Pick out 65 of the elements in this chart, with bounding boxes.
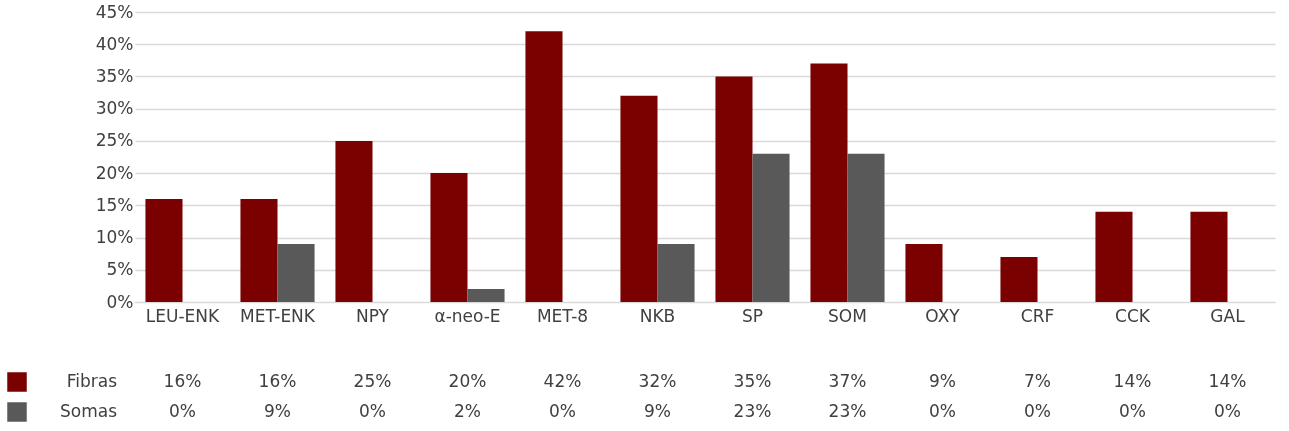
x-tick-label: α-neo-E [434,305,501,326]
text: 20% [448,371,487,391]
text: 37% [828,371,867,391]
text: 14% [1113,371,1152,391]
bar [905,244,943,302]
text: 2% [454,401,481,421]
bar [525,31,563,302]
text: 0% [929,401,956,421]
bar [1190,211,1228,302]
y-tick-label: 25% [95,130,134,151]
text: 35% [733,371,772,391]
bar [620,95,658,302]
text: 32% [638,371,677,391]
text: 42% [543,371,582,391]
y-tick-label: 15% [95,194,134,215]
bar [1095,211,1133,302]
bar [810,63,848,302]
text: 7% [1024,371,1051,391]
x-tick-label: LEU-ENK [145,305,221,326]
y-tick-label: 30% [95,98,134,119]
bar [240,198,278,302]
legend-label: Fibras [66,371,118,391]
bar [145,198,183,302]
bar [752,153,790,302]
y-tick-label: 20% [95,162,134,183]
y-tick-label: 0% [106,291,134,312]
x-tick-label: NKB [639,305,676,326]
bar [1000,256,1038,302]
bar [715,76,753,302]
x-tick-label: OXY [925,305,961,326]
bar [467,289,505,302]
x-tick-label: MET-ENK [240,305,316,326]
y-tick-label: 10% [95,227,134,248]
x-tick-label: SOM [828,305,867,326]
text: 14% [1208,371,1247,391]
text: 23% [828,401,867,421]
text: 0% [169,401,196,421]
x-tick-label: MET-8 [536,305,589,326]
text: 16% [258,371,297,391]
x-tick-label: SP [741,305,764,326]
text: 16% [163,371,202,391]
text: 25% [353,371,392,391]
text: 0% [1024,401,1051,421]
text: 0% [1119,401,1146,421]
bar [277,244,315,302]
bar [847,153,885,302]
text: 9% [644,401,671,421]
x-tick-label: NPY [356,305,390,326]
y-tick-label: 40% [95,33,134,54]
bar [657,244,695,302]
y-tick-label: 45% [95,1,134,22]
bar [430,173,468,302]
text: 23% [733,401,772,421]
text: 9% [929,371,956,391]
x-tick-label: GAL [1210,305,1246,326]
text: 0% [1214,401,1241,421]
text: 0% [359,401,386,421]
y-tick-label: 5% [106,259,134,280]
bar [335,140,373,302]
x-tick-label: CCK [1115,305,1151,326]
text: 0% [549,401,576,421]
legend-label: Somas [59,401,118,421]
text: 9% [264,401,291,421]
x-tick-label: CRF [1020,305,1055,326]
y-tick-label: 35% [95,65,134,86]
